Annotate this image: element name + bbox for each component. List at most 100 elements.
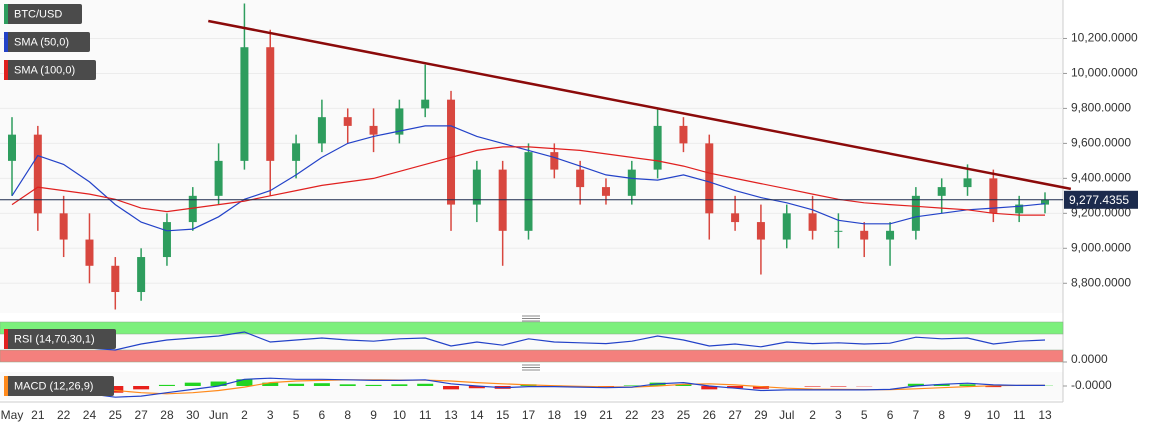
x-tick-label: Jul: [779, 408, 794, 422]
x-tick-label: 3: [267, 408, 274, 422]
x-tick-label: 2: [809, 408, 816, 422]
candle-body: [1041, 199, 1049, 205]
y-tick-label: 8,800.0000: [1071, 275, 1131, 289]
candle-body: [886, 230, 895, 240]
macd-bar: [675, 384, 692, 386]
x-tick-label: 5: [861, 408, 868, 422]
macd-bar: [727, 386, 744, 389]
macd-bar: [210, 381, 227, 386]
candle-body: [653, 125, 662, 170]
legend-box: [4, 329, 116, 349]
legend-label: BTC/USD: [14, 8, 62, 20]
x-tick-label: Jun: [209, 408, 228, 422]
macd-bar: [391, 384, 408, 386]
candle-body: [550, 152, 559, 170]
legend-label: SMA (50,0): [14, 36, 69, 48]
x-tick-label: 6: [887, 408, 894, 422]
candle-body: [85, 239, 94, 266]
y-tick-label: 10,000.0000: [1071, 66, 1138, 80]
x-tick-label: 10: [393, 408, 407, 422]
candle-body: [860, 230, 869, 240]
macd-bar: [468, 386, 485, 389]
candle-body: [679, 125, 688, 144]
legend-swatch: [4, 32, 8, 52]
candle-body: [601, 187, 610, 196]
x-tick-label: 7: [913, 408, 920, 422]
x-tick-label: 26: [703, 408, 717, 422]
macd-bar: [339, 384, 356, 386]
candle-body: [1015, 204, 1024, 214]
candle-body: [369, 125, 378, 135]
candle-body: [447, 99, 456, 205]
rsi-line: [11, 331, 1046, 351]
y-tick-label: -0.0000: [1071, 378, 1112, 392]
x-tick-label: 11: [1013, 408, 1026, 422]
macd-bar: [804, 386, 821, 387]
x-tick-label: 27: [134, 408, 148, 422]
candle-body: [705, 143, 714, 214]
x-tick-label: 8: [938, 408, 945, 422]
macd-bar: [184, 382, 201, 386]
candle-body: [240, 47, 249, 161]
panel-handle: [522, 315, 540, 371]
x-tick-label: 29: [754, 408, 768, 422]
x-tick-label: 21: [599, 408, 613, 422]
x-tick-label: 18: [548, 408, 562, 422]
candle-body: [317, 117, 326, 144]
x-tick-label: 13: [444, 408, 458, 422]
x-tick-label: 24: [83, 408, 97, 422]
x-tick-label: 5: [293, 408, 300, 422]
candle-body: [472, 169, 481, 205]
x-tick-label: 28: [160, 408, 174, 422]
x-tick-label: 21: [31, 408, 45, 422]
x-tick-label: 30: [186, 408, 200, 422]
macd-bar: [985, 386, 1002, 388]
macd-bar: [623, 385, 640, 386]
legend-box: [4, 376, 114, 396]
x-tick-label: 14: [470, 408, 484, 422]
y-tick-label: 9,200.0000: [1071, 206, 1131, 220]
candle-body: [8, 134, 16, 161]
x-tick-label: May: [1, 408, 24, 422]
legend-label: RSI (14,70,30,1): [14, 333, 95, 345]
x-tick-label: 25: [677, 408, 691, 422]
y-tick-label: 0.0000: [1071, 352, 1108, 366]
candle-body: [989, 178, 998, 214]
legend-swatch: [4, 376, 8, 396]
candle-body: [782, 213, 791, 240]
x-tick-label: 10: [987, 408, 1001, 422]
legend-swatch: [4, 329, 8, 349]
y-tick-label: 9,600.0000: [1071, 136, 1131, 150]
legend-swatch: [4, 60, 8, 80]
legend-label: SMA (100,0): [14, 64, 75, 76]
macd-bar: [107, 386, 124, 393]
sma-line: [11, 146, 1045, 216]
legend-box: [4, 60, 96, 80]
macd-bar: [365, 384, 382, 386]
x-tick-label: 9: [964, 408, 971, 422]
candle-body: [343, 117, 352, 126]
macd-bar: [959, 384, 976, 386]
candle-body: [395, 108, 404, 135]
candle-body: [137, 257, 146, 293]
x-tick-label: 23: [651, 408, 665, 422]
candle-body: [214, 160, 223, 196]
last-price-label: 9,277.4355: [1069, 193, 1129, 207]
x-tick-label: 15: [496, 408, 510, 422]
x-tick-label: 8: [344, 408, 351, 422]
x-tick-label: 27: [728, 408, 742, 422]
legend-swatch: [4, 4, 8, 24]
candle-body: [421, 99, 430, 109]
candle-body: [266, 47, 275, 161]
candle-body: [33, 134, 42, 214]
trend-line: [208, 19, 1072, 191]
y-tick-label: 9,400.0000: [1071, 171, 1131, 185]
candle-body: [188, 195, 197, 223]
candle-body: [627, 169, 636, 196]
rsi-band: [0, 349, 1064, 363]
last-price-box: [1064, 190, 1138, 209]
macd-bar: [830, 386, 847, 387]
x-tick-label: 19: [573, 408, 587, 422]
x-tick-label: 25: [109, 408, 123, 422]
candle-body: [808, 213, 817, 231]
